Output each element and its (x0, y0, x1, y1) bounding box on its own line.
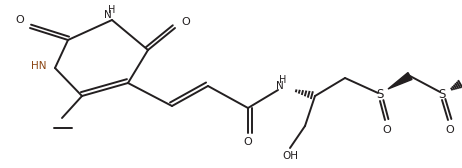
Text: N: N (104, 10, 112, 20)
Text: OH: OH (282, 151, 298, 161)
Text: N: N (276, 81, 284, 91)
Polygon shape (388, 73, 412, 89)
Text: S: S (377, 89, 383, 101)
Text: H: H (280, 75, 287, 85)
Text: S: S (438, 88, 446, 100)
Text: O: O (182, 17, 190, 27)
Text: HN: HN (31, 61, 47, 71)
Text: O: O (243, 137, 252, 147)
Text: O: O (16, 15, 24, 25)
Text: O: O (383, 125, 391, 135)
Text: H: H (108, 5, 116, 15)
Text: O: O (446, 125, 454, 135)
